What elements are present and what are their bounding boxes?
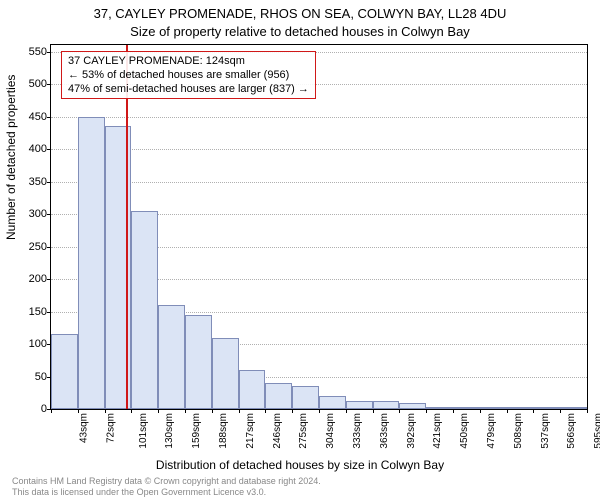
gridline [51,149,587,150]
histogram-bar [319,396,346,409]
ytick-mark [47,279,51,280]
xtick-mark [507,409,508,413]
xtick-label: 275sqm [298,413,309,449]
ytick-label: 550 [29,46,47,58]
ytick-mark [47,117,51,118]
xtick-mark [131,409,132,413]
footer-attribution: Contains HM Land Registry data © Crown c… [12,476,321,498]
xtick-label: 508sqm [513,413,524,449]
xtick-label: 159sqm [191,413,202,449]
xtick-label: 450sqm [459,413,470,449]
xtick-label: 392sqm [406,413,417,449]
histogram-bar [51,334,78,409]
plot-area: 05010015020025030035040045050055043sqm72… [50,44,588,410]
xtick-label: 363sqm [379,413,390,449]
xtick-mark [373,409,374,413]
ytick-label: 250 [29,241,47,253]
xtick-mark [51,409,52,413]
ytick-label: 500 [29,78,47,90]
xtick-mark [319,409,320,413]
xtick-mark [346,409,347,413]
histogram-bar [507,407,534,409]
histogram-bar [346,401,373,409]
ytick-mark [47,312,51,313]
xtick-label: 333sqm [352,413,363,449]
ytick-label: 0 [41,403,47,415]
xtick-mark [158,409,159,413]
xtick-label: 566sqm [566,413,577,449]
ytick-label: 100 [29,338,47,350]
xtick-mark [292,409,293,413]
xtick-label: 101sqm [138,413,149,449]
xtick-mark [185,409,186,413]
xtick-label: 246sqm [272,413,283,449]
footer-line1: Contains HM Land Registry data © Crown c… [12,476,321,487]
xtick-label: 595sqm [593,413,600,449]
histogram-bar [453,407,480,409]
histogram-bar [292,386,319,409]
ytick-mark [47,84,51,85]
xtick-mark [239,409,240,413]
histogram-bar [131,211,158,409]
xtick-mark [426,409,427,413]
gridline [51,117,587,118]
histogram-bar [212,338,239,410]
xtick-mark [78,409,79,413]
ytick-mark [47,214,51,215]
xtick-label: 72sqm [105,413,116,443]
ytick-label: 50 [35,371,47,383]
xtick-mark [265,409,266,413]
histogram-bar [239,370,266,409]
chart-title-subtitle: Size of property relative to detached ho… [0,24,600,39]
chart-container: 37, CAYLEY PROMENADE, RHOS ON SEA, COLWY… [0,0,600,500]
xtick-mark [212,409,213,413]
info-line-property: 37 CAYLEY PROMENADE: 124sqm [68,54,309,68]
histogram-bar [533,407,560,409]
ytick-label: 300 [29,208,47,220]
histogram-bar [399,403,426,410]
histogram-bar [158,305,185,409]
xtick-label: 479sqm [486,413,497,449]
histogram-bar [265,383,292,409]
histogram-bar [560,407,587,409]
xtick-label: 188sqm [218,413,229,449]
histogram-bar [426,407,453,409]
ytick-label: 450 [29,111,47,123]
xtick-label: 217sqm [245,413,256,449]
info-line-larger: 47% of semi-detached houses are larger (… [68,82,309,96]
histogram-bar [185,315,212,409]
xtick-label: 537sqm [540,413,551,449]
ytick-mark [47,52,51,53]
ytick-label: 200 [29,273,47,285]
chart-title-address: 37, CAYLEY PROMENADE, RHOS ON SEA, COLWY… [0,6,600,21]
info-box: 37 CAYLEY PROMENADE: 124sqm ← 53% of det… [61,51,316,99]
ytick-mark [47,149,51,150]
xtick-mark [480,409,481,413]
ytick-mark [47,182,51,183]
histogram-bar [78,117,105,410]
x-axis-label: Distribution of detached houses by size … [0,458,600,472]
xtick-label: 304sqm [325,413,336,449]
ytick-label: 400 [29,143,47,155]
footer-line2: This data is licensed under the Open Gov… [12,487,321,498]
xtick-mark [587,409,588,413]
ytick-mark [47,247,51,248]
y-axis-label: Number of detached properties [4,75,18,240]
xtick-label: 421sqm [432,413,443,449]
info-line-smaller: ← 53% of detached houses are smaller (95… [68,68,309,82]
histogram-bar [480,407,507,409]
xtick-mark [533,409,534,413]
xtick-mark [453,409,454,413]
xtick-mark [105,409,106,413]
ytick-label: 150 [29,306,47,318]
gridline [51,182,587,183]
xtick-mark [399,409,400,413]
property-marker-line [126,45,128,409]
ytick-label: 350 [29,176,47,188]
xtick-mark [560,409,561,413]
xtick-label: 130sqm [164,413,175,449]
histogram-bar [373,401,400,409]
xtick-label: 43sqm [79,413,90,443]
